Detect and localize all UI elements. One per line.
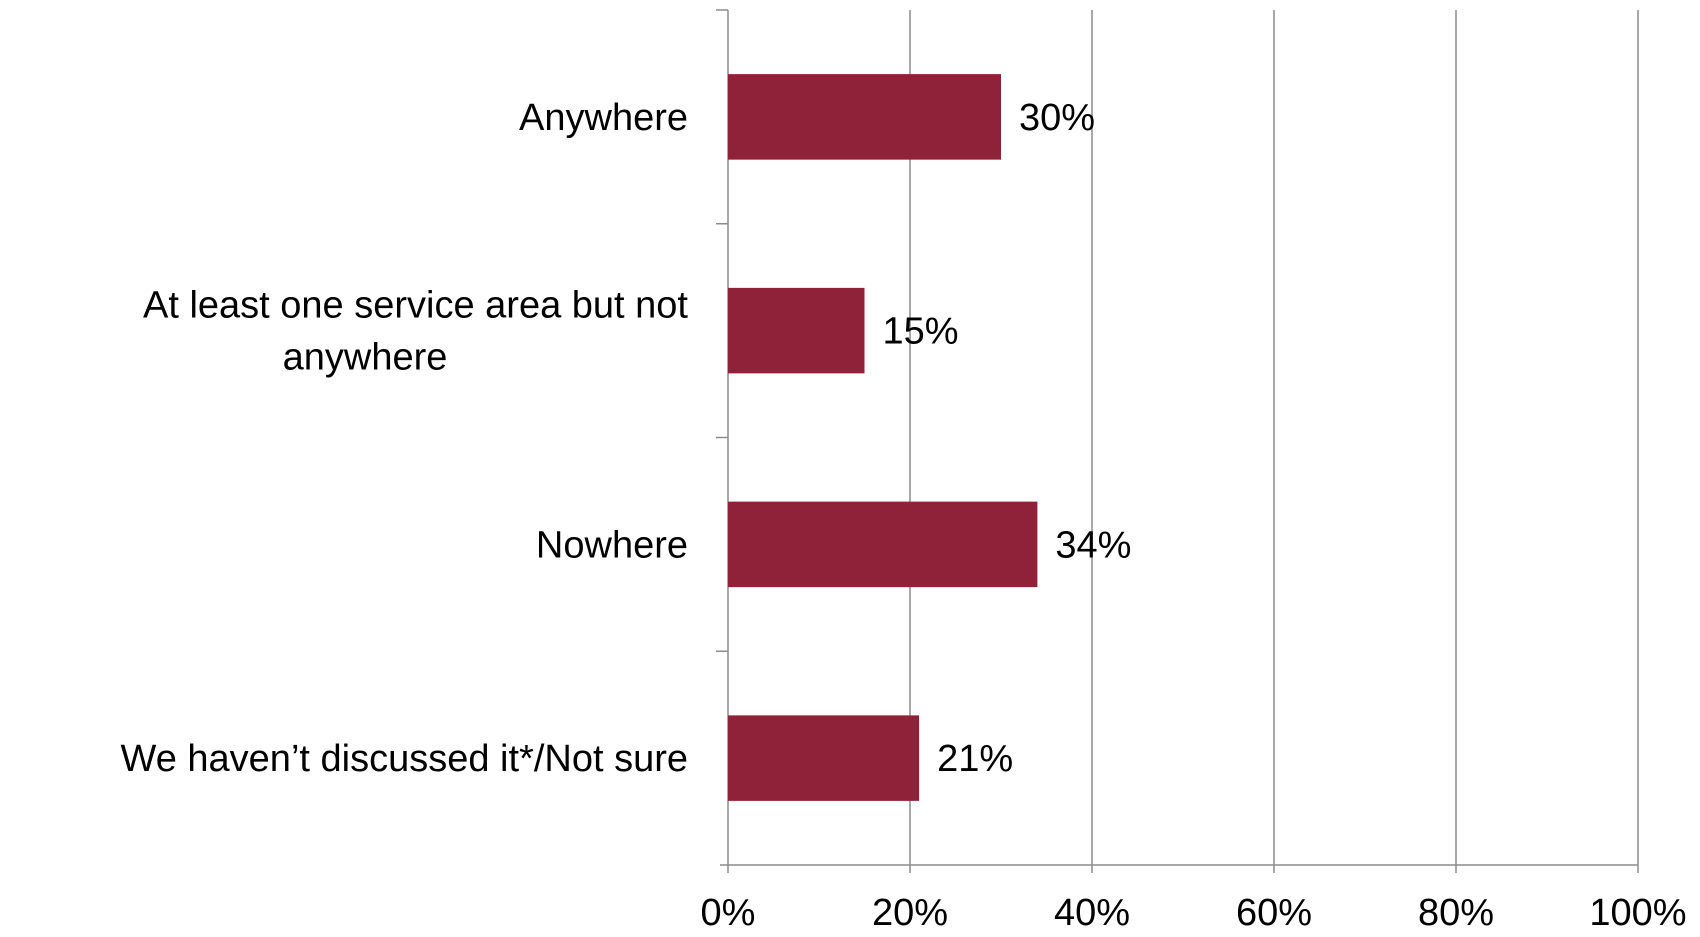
- x-tick-label: 40%: [1054, 892, 1130, 934]
- data-labels: 30% 15% 34% 21%: [883, 97, 1132, 780]
- x-tick-label: 0%: [701, 892, 756, 934]
- bar: [728, 287, 865, 374]
- category-label: At least one service area but not anywher…: [143, 285, 688, 379]
- x-tick-label: 80%: [1418, 892, 1494, 934]
- data-label: 34%: [1055, 524, 1131, 566]
- x-tick-labels: 0% 20% 40% 60% 80% 100%: [701, 892, 1687, 934]
- bar: [728, 715, 920, 801]
- bars: [728, 74, 1038, 801]
- data-label: 15%: [883, 311, 959, 353]
- x-tick-label: 60%: [1236, 892, 1312, 934]
- data-label: 30%: [1019, 97, 1095, 139]
- x-tick-label: 100%: [1589, 892, 1686, 934]
- bar: [728, 74, 1001, 160]
- category-label: We haven’t discussed it*/Not sure: [121, 738, 688, 780]
- x-tick-label: 20%: [872, 892, 948, 934]
- category-labels: Anywhere At least one service area but no…: [121, 97, 689, 780]
- category-label: Nowhere: [536, 524, 688, 566]
- bar: [728, 501, 1038, 588]
- category-label: Anywhere: [519, 97, 688, 139]
- data-label: 21%: [937, 738, 1013, 780]
